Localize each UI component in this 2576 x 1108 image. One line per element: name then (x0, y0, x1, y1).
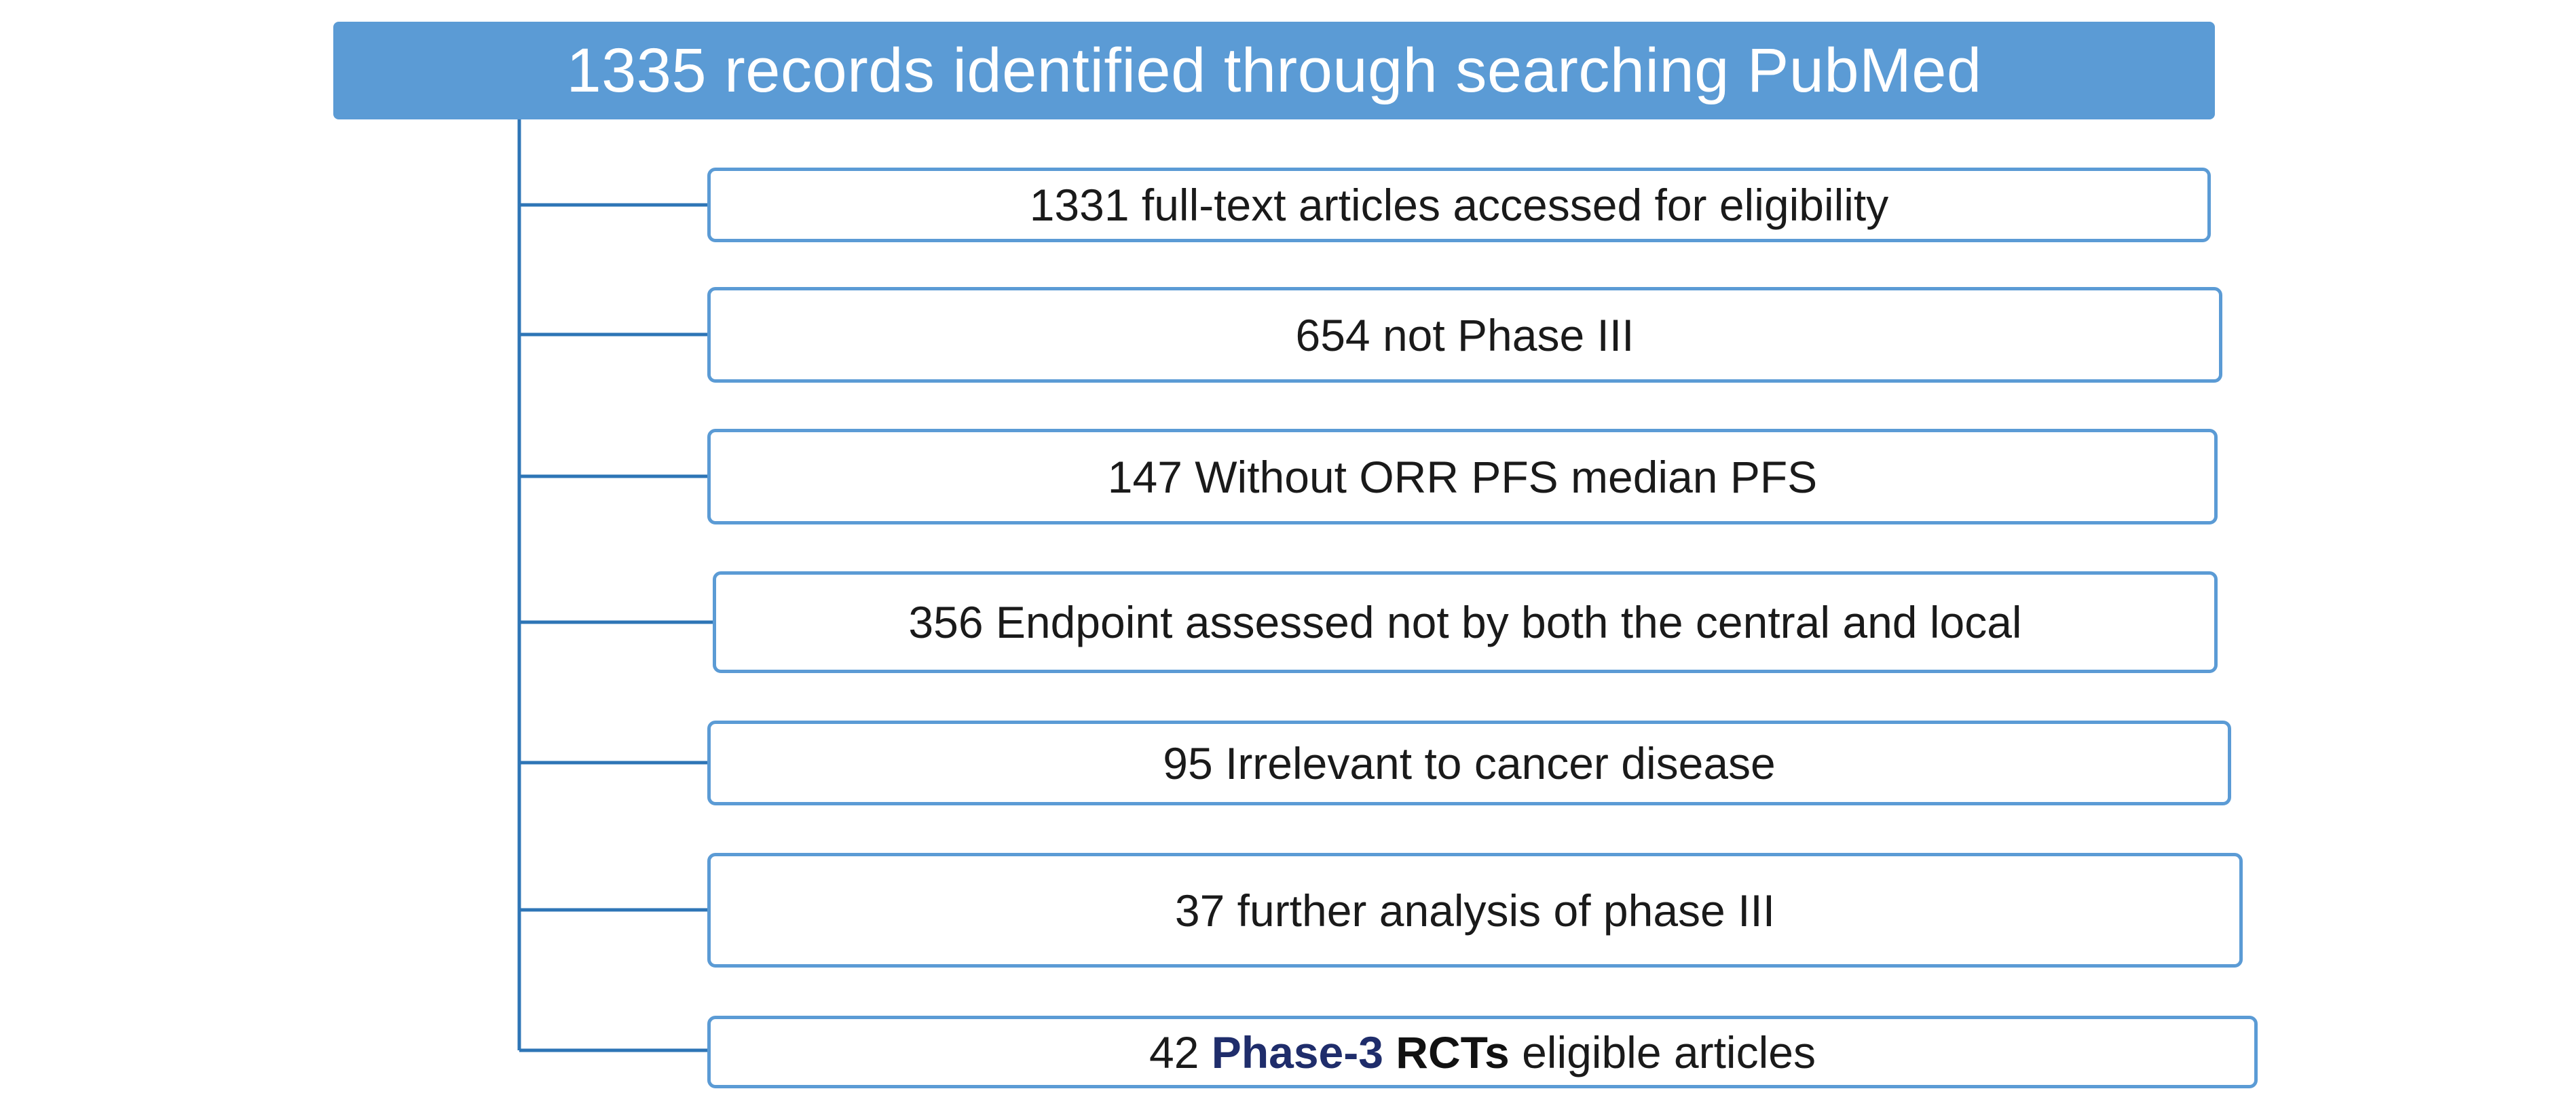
final-highlight-phase: Phase-3 (1211, 1027, 1383, 1077)
flow-box-6: 37 further analysis of phase III (707, 853, 2243, 968)
flow-box-2: 654 not Phase III (707, 287, 2222, 383)
flow-box-text: 1331 full-text articles accessed for eli… (1029, 180, 1889, 230)
flow-box-text: 147 Without ORR PFS median PFS (1107, 451, 1818, 502)
flow-box-1: 1331 full-text articles accessed for eli… (707, 168, 2211, 242)
flow-box-3: 147 Without ORR PFS median PFS (707, 429, 2218, 524)
header-box: 1335 records identified through searchin… (333, 22, 2215, 119)
flow-box-4: 356 Endpoint assessed not by both the ce… (713, 571, 2218, 673)
flow-box-text: 95 Irrelevant to cancer disease (1163, 738, 1776, 788)
final-suffix: eligible articles (1509, 1027, 1816, 1077)
flow-box-text: 37 further analysis of phase III (1174, 885, 1776, 936)
flow-box-final: 42 Phase-3 RCTs eligible articles (707, 1016, 2258, 1088)
final-box-text: 42 Phase-3 RCTs eligible articles (1149, 1027, 1816, 1078)
final-prefix: 42 (1149, 1027, 1212, 1077)
flow-box-text: 654 not Phase III (1295, 309, 1635, 360)
header-text: 1335 records identified through searchin… (566, 35, 1982, 105)
final-highlight-rcts: RCTs (1383, 1027, 1510, 1077)
flow-box-text: 356 Endpoint assessed not by both the ce… (908, 597, 2022, 647)
flow-box-5: 95 Irrelevant to cancer disease (707, 721, 2231, 805)
